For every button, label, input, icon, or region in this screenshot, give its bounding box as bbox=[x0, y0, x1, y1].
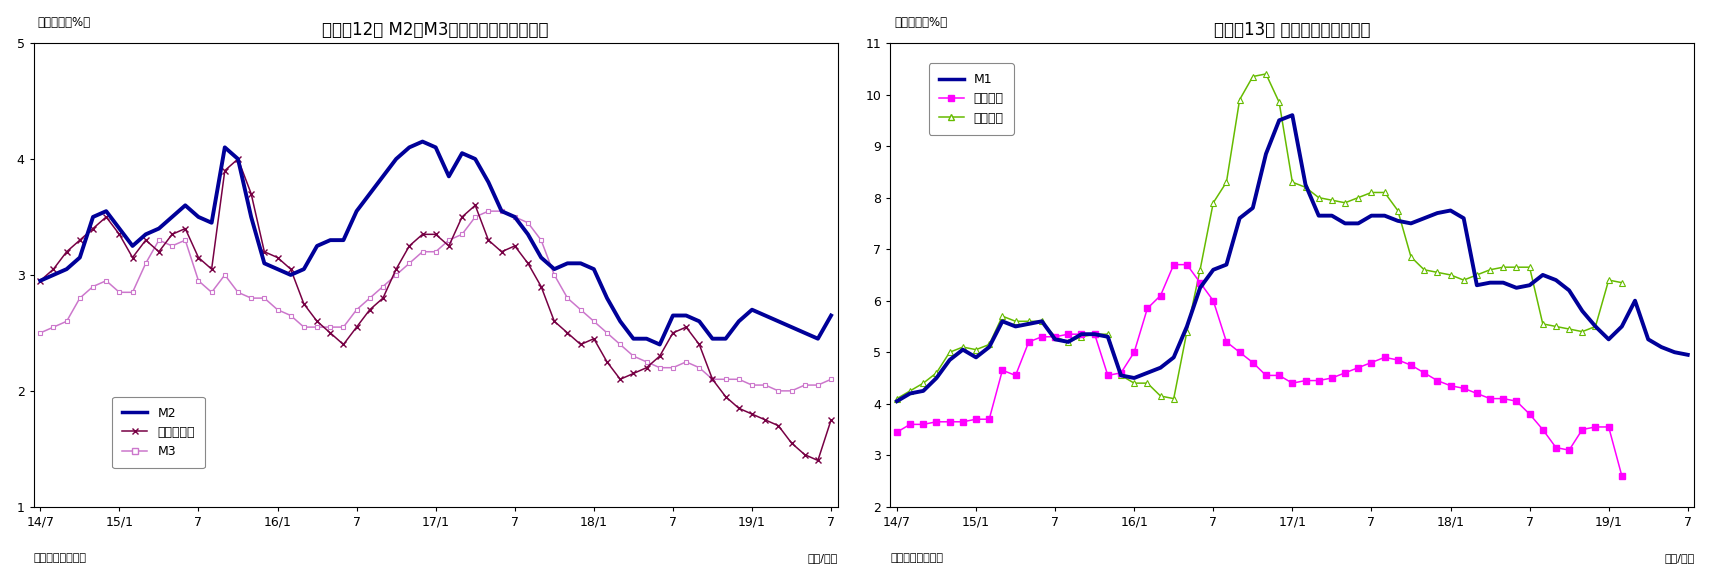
Title: （図表12） M2、M3、広義流動性の伸び率: （図表12） M2、M3、広義流動性の伸び率 bbox=[322, 21, 549, 39]
Legend: M1, 現金通貨, 領金通貨: M1, 現金通貨, 領金通貨 bbox=[929, 63, 1013, 135]
Title: （図表13） 現金・領金の伸び率: （図表13） 現金・領金の伸び率 bbox=[1215, 21, 1371, 39]
Text: （前年比、%）: （前年比、%） bbox=[895, 16, 948, 29]
Text: （年/月）: （年/月） bbox=[808, 553, 838, 563]
Text: （資料）日本銀行: （資料）日本銀行 bbox=[890, 553, 943, 563]
Text: （資料）日本銀行: （資料）日本銀行 bbox=[34, 553, 87, 563]
Legend: M2, 広義流動性, M3: M2, 広義流動性, M3 bbox=[113, 397, 205, 468]
Text: （年/月）: （年/月） bbox=[1665, 553, 1694, 563]
Text: （前年比、%）: （前年比、%） bbox=[38, 16, 91, 29]
